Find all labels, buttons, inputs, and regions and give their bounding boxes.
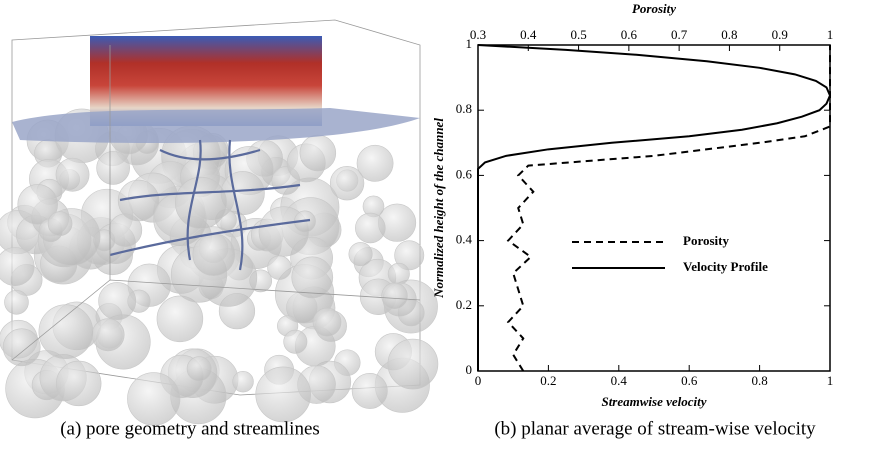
sphere	[267, 255, 292, 280]
sphere	[17, 184, 58, 225]
x-tick-label: 1	[827, 373, 834, 388]
sphere	[255, 366, 312, 423]
x2-tick-label: 0.9	[772, 27, 788, 42]
sphere	[329, 165, 365, 201]
sphere	[186, 356, 212, 382]
sphere	[312, 307, 342, 337]
caption: (b) planar average of stream-wise veloci…	[494, 418, 816, 439]
sphere	[387, 338, 439, 390]
y-axis-label: Normalized height of the channel	[431, 118, 446, 299]
y-tick-label: 0.4	[456, 232, 473, 247]
x-tick-label: 0.4	[611, 373, 628, 388]
x2-axis-label: Porosity	[632, 1, 676, 16]
x-tick-label: 0	[475, 373, 482, 388]
sphere	[192, 233, 236, 276]
x2-tick-label: 0.4	[520, 27, 537, 42]
sphere	[356, 144, 394, 182]
sphere	[387, 262, 410, 285]
x-tick-label: 0.8	[751, 373, 767, 388]
sphere	[232, 370, 254, 393]
y-tick-label: 0.2	[456, 297, 472, 312]
x2-tick-label: 0.8	[721, 27, 737, 42]
streamlines	[109, 139, 311, 271]
series-line	[477, 44, 832, 371]
sphere	[98, 282, 137, 321]
caption: (a) pore geometry and streamlines	[60, 418, 320, 439]
y-tick-label: 0.6	[456, 166, 473, 181]
legend-label: Velocity Profile	[683, 259, 768, 274]
plot-frame	[477, 44, 831, 372]
flow-render	[11, 36, 421, 361]
sphere	[91, 318, 125, 352]
sphere	[117, 179, 160, 222]
sphere	[38, 304, 94, 360]
sphere	[283, 329, 308, 354]
sphere	[156, 295, 204, 343]
x-tick-label: 0.6	[681, 373, 698, 388]
sphere	[175, 176, 227, 229]
sphere	[56, 360, 102, 407]
y-tick-label: 1	[466, 36, 473, 51]
sphere	[47, 211, 73, 236]
x-tick-label: 0.2	[540, 373, 556, 388]
x2-tick-label: 1	[827, 27, 834, 42]
sphere	[299, 134, 337, 172]
y-tick-label: 0	[466, 362, 473, 377]
x-axis-label: Streamwise velocity	[601, 394, 706, 409]
sphere	[55, 157, 90, 192]
sphere	[127, 372, 181, 426]
interface-surface	[12, 108, 420, 144]
y-tick-label: 0.8	[456, 101, 472, 116]
x2-tick-label: 0.3	[470, 27, 486, 42]
sphere	[291, 256, 334, 299]
sphere	[351, 373, 388, 409]
sphere	[381, 282, 408, 309]
sphere	[348, 242, 373, 267]
x2-tick-label: 0.5	[570, 27, 586, 42]
sphere	[355, 212, 386, 244]
sphere	[96, 151, 130, 185]
legend-label: Porosity	[683, 233, 729, 248]
sphere	[2, 328, 41, 367]
series-line	[506, 45, 831, 372]
x2-tick-label: 0.7	[671, 27, 688, 42]
sphere	[0, 247, 35, 287]
sphere	[4, 290, 29, 315]
x2-tick-label: 0.6	[621, 27, 638, 42]
sphere	[394, 240, 425, 271]
sphere	[220, 171, 265, 216]
